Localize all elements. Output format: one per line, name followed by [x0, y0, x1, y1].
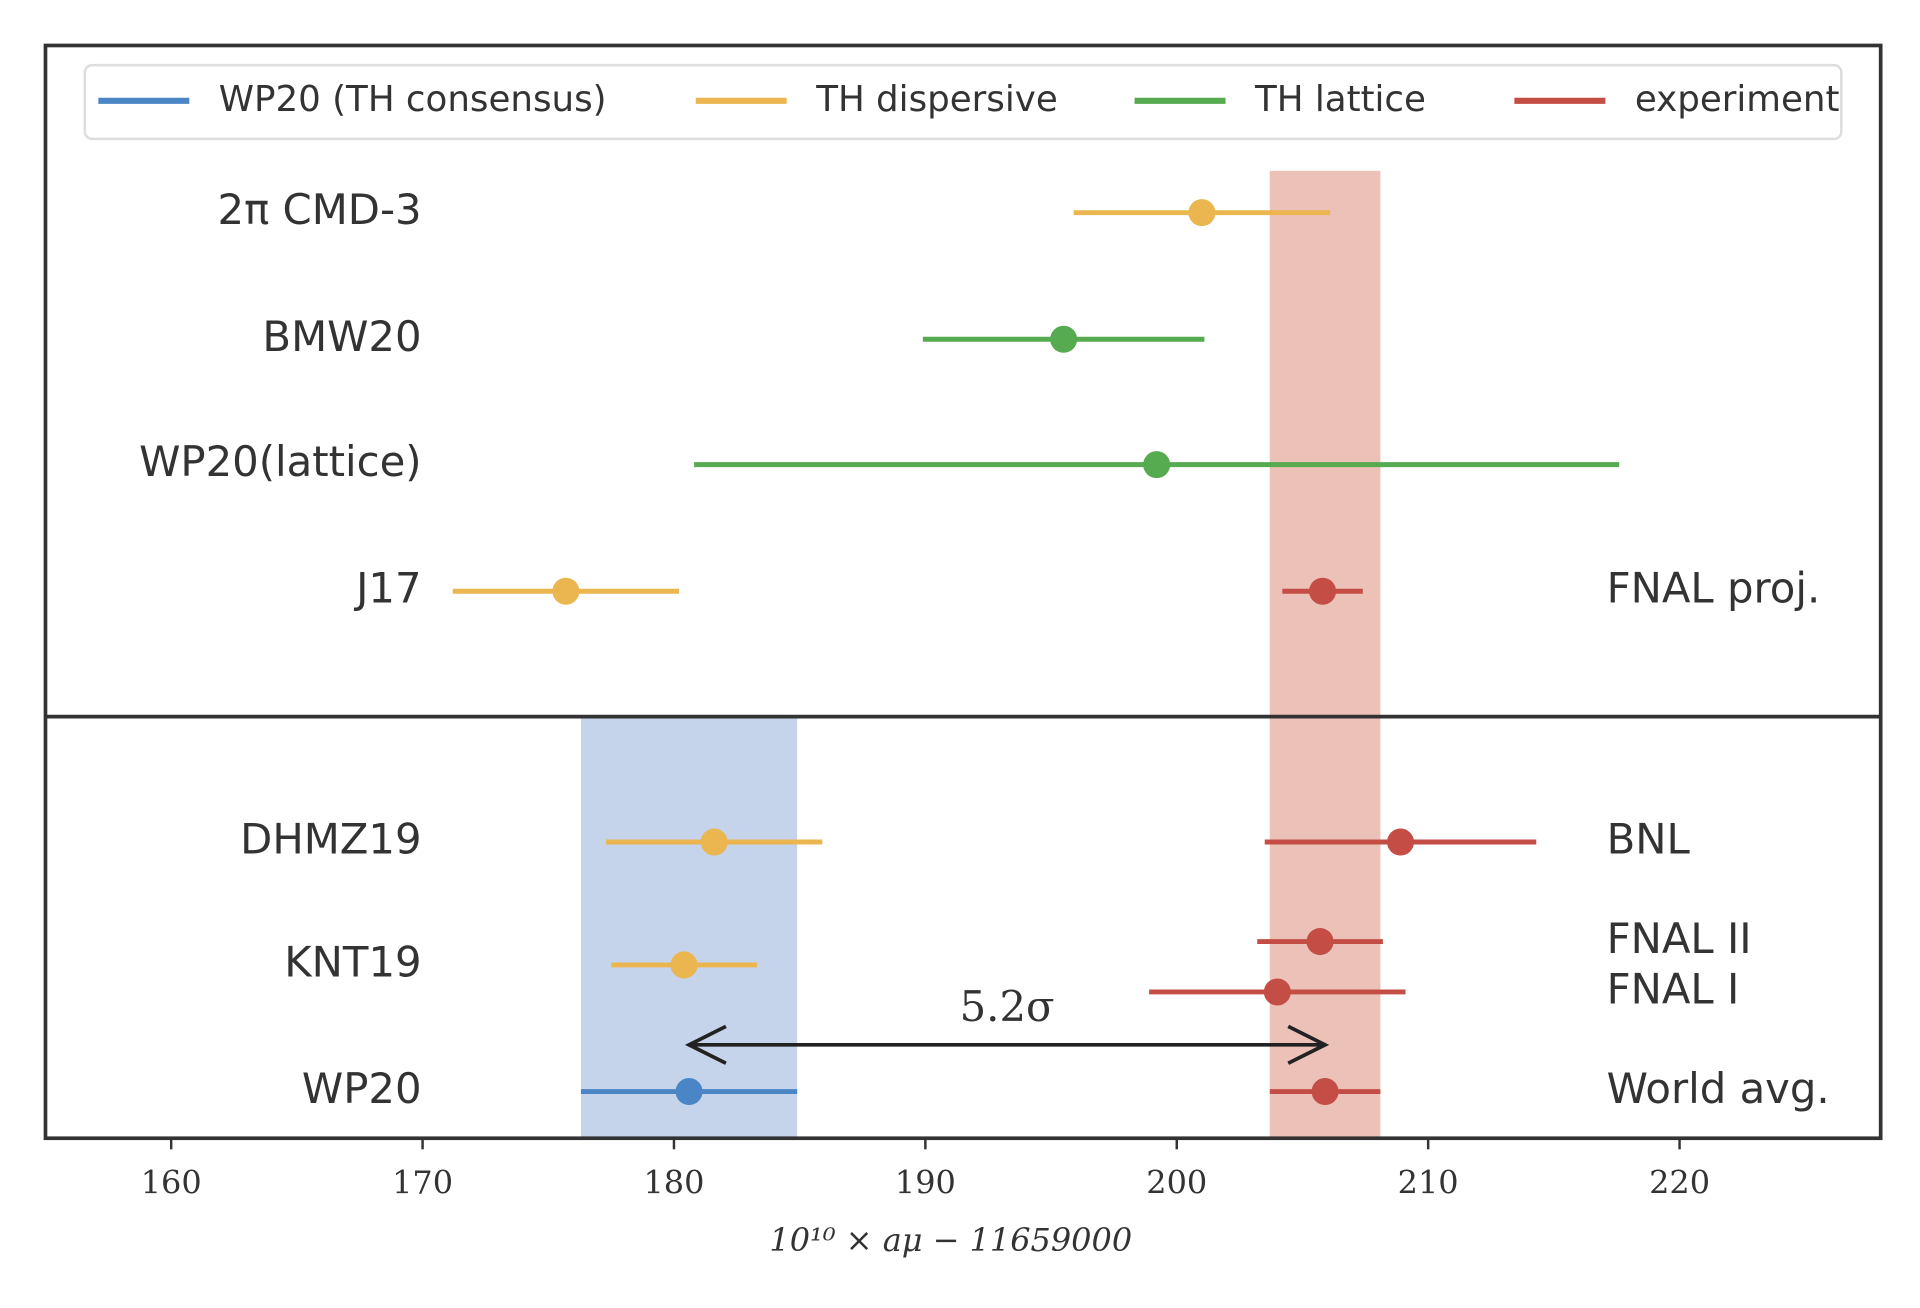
point: [552, 577, 580, 605]
legend-label: experiment: [1635, 79, 1840, 120]
x-tick-label: 200: [1146, 1163, 1207, 1201]
legend-label: WP20 (TH consensus): [219, 79, 607, 120]
x-tick-label: 160: [141, 1163, 202, 1201]
x-axis-label: 10¹⁰ × aμ − 11659000: [769, 1221, 1132, 1259]
point-label: DHMZ19: [240, 815, 421, 864]
point: [675, 1078, 703, 1106]
x-tick-label: 180: [643, 1163, 704, 1201]
band: [580, 716, 798, 1139]
x-tick-label: 210: [1398, 1163, 1459, 1201]
point: [1386, 828, 1415, 856]
point: [1188, 199, 1216, 227]
legend-label: TH lattice: [1254, 79, 1426, 120]
band: [1269, 170, 1381, 1139]
point: [1311, 1078, 1339, 1106]
legend-label: TH dispersive: [815, 79, 1058, 120]
point-label: BMW20: [262, 312, 421, 361]
point: [1143, 451, 1171, 479]
point-label: FNAL II: [1607, 914, 1752, 963]
x-tick-label: 190: [895, 1163, 956, 1201]
point-label: KNT19: [284, 937, 421, 986]
point-label: FNAL proj.: [1607, 564, 1821, 613]
legend: [83, 63, 1843, 141]
x-tick-label: 170: [392, 1163, 453, 1201]
point-label: J17: [353, 564, 422, 613]
point-label: WP20(lattice): [139, 437, 422, 486]
frame: [43, 43, 1883, 1141]
arrow-head: [1287, 1024, 1330, 1065]
point: [1306, 928, 1334, 956]
arrow-head: [684, 1024, 727, 1065]
point-label: FNAL I: [1607, 964, 1740, 1013]
point-label: 2π CMD-3: [218, 185, 422, 234]
point: [670, 951, 698, 979]
plot: WP20 2π CMD-3 J17 DHMZ19 KNT19 BMW20 WP20(latt…: [43, 43, 1883, 1259]
point: [1050, 325, 1078, 353]
point-label: World avg.: [1607, 1064, 1830, 1113]
point-label: WP20: [302, 1064, 422, 1113]
x-tick-label: 220: [1649, 1163, 1710, 1201]
point: [1309, 577, 1337, 605]
annotation: 5.2σ: [960, 982, 1055, 1031]
point: [700, 828, 728, 856]
point-label: BNL: [1607, 815, 1691, 864]
point: [1263, 978, 1291, 1006]
